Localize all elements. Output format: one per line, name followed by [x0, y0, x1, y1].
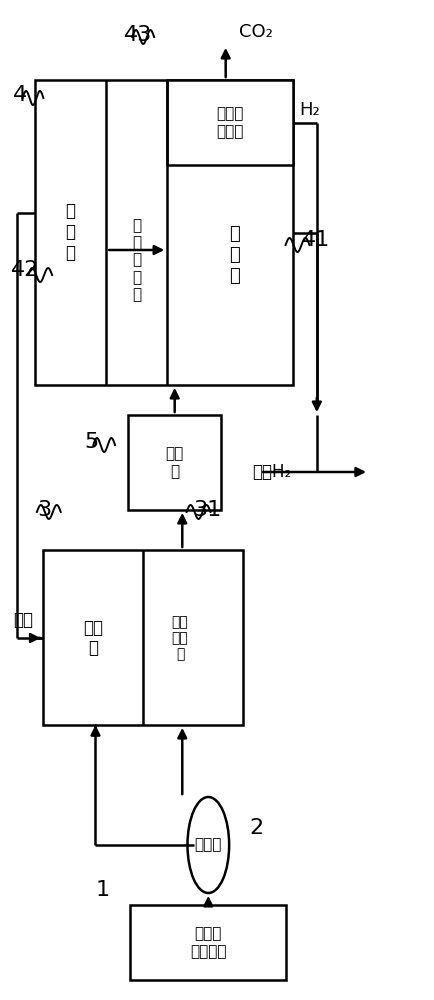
- Text: 1: 1: [95, 880, 110, 900]
- Text: 甲醇水
储存容器: 甲醇水 储存容器: [190, 926, 227, 959]
- Text: 4: 4: [13, 85, 27, 105]
- Text: 3: 3: [37, 500, 51, 520]
- Text: 输出H₂: 输出H₂: [252, 463, 291, 481]
- Text: CO₂: CO₂: [239, 23, 273, 41]
- Text: 31: 31: [193, 500, 221, 520]
- Bar: [128, 415, 221, 510]
- Text: 41: 41: [302, 230, 330, 250]
- Text: 重
整
室: 重 整 室: [229, 225, 240, 285]
- Text: 液冷
散热
器: 液冷 散热 器: [172, 615, 188, 661]
- Text: 输送泵: 输送泵: [194, 838, 222, 852]
- Text: 5: 5: [85, 432, 99, 452]
- Text: H₂: H₂: [299, 101, 320, 119]
- Text: 电源: 电源: [13, 611, 33, 629]
- Text: 43: 43: [124, 25, 152, 45]
- Text: 氢气纯
化装置: 氢气纯 化装置: [216, 106, 244, 139]
- Bar: [43, 550, 243, 725]
- Text: 变频
器: 变频 器: [83, 619, 103, 657]
- Text: 电
磁
加
热
器: 电 磁 加 热 器: [132, 218, 141, 302]
- Text: 重
整
器: 重 整 器: [65, 202, 76, 262]
- Text: 2: 2: [250, 818, 264, 838]
- Text: 42: 42: [11, 260, 39, 280]
- Text: 换热
器: 换热 器: [165, 446, 184, 479]
- Bar: [35, 80, 293, 385]
- Bar: [130, 905, 286, 980]
- Bar: [167, 80, 293, 165]
